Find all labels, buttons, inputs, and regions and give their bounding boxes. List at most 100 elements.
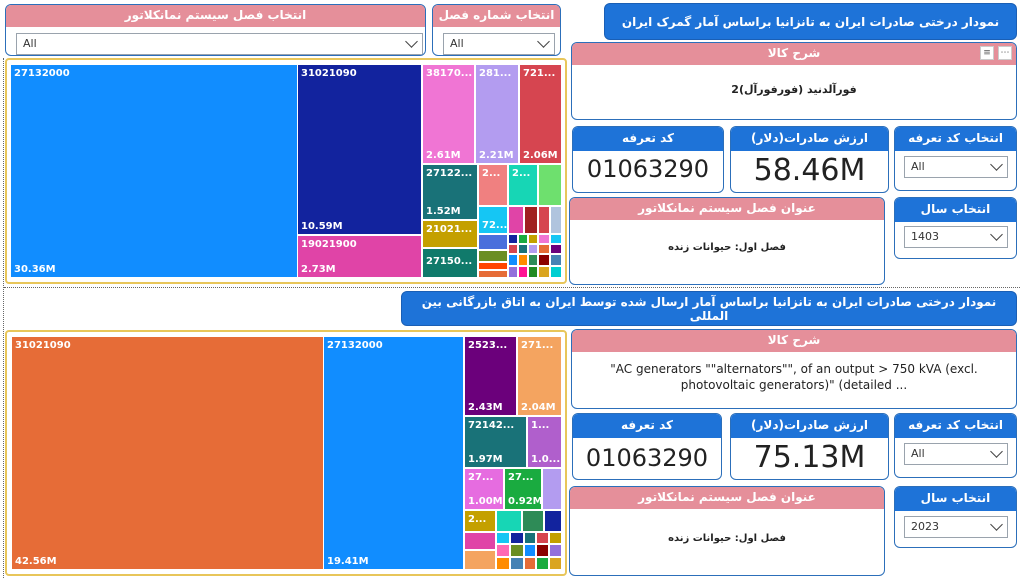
bottom-year-select[interactable]: 2023 <box>904 516 1008 538</box>
treemap-tile[interactable] <box>496 544 510 557</box>
treemap-tile[interactable]: 72142... 1.97M <box>464 416 527 468</box>
treemap-tile[interactable] <box>528 254 538 266</box>
treemap-tile[interactable]: 2... <box>478 164 508 206</box>
chevron-down-icon <box>537 35 550 48</box>
top-title: نمودار درختی صادرات ایران به تانزانیا بر… <box>604 3 1017 40</box>
treemap-tile[interactable] <box>496 510 522 532</box>
treemap-tile[interactable] <box>510 544 524 557</box>
treemap-tile[interactable]: 19021900 2.73M <box>297 235 422 278</box>
treemap-tile[interactable] <box>538 206 550 234</box>
treemap-tile[interactable] <box>538 254 550 266</box>
treemap-tile[interactable] <box>508 244 518 254</box>
treemap-tile[interactable] <box>549 544 562 557</box>
treemap-tile[interactable]: 31021090 10.59M <box>297 64 422 235</box>
treemap-tile[interactable] <box>518 254 528 266</box>
treemap-tile[interactable]: 1... 1.0... <box>527 416 562 468</box>
treemap-tile[interactable] <box>496 532 510 544</box>
treemap-tile[interactable] <box>550 206 562 234</box>
treemap-tile[interactable]: 271... 2.04M <box>517 336 562 416</box>
chapter-number-select-value: All <box>450 37 464 50</box>
treemap-tile[interactable] <box>550 254 562 266</box>
treemap-tile[interactable] <box>550 234 562 244</box>
treemap-tile[interactable]: 27132000 30.36M <box>10 64 300 278</box>
more-options-icon[interactable]: ⋯ <box>998 46 1012 60</box>
treemap-tile[interactable] <box>508 254 518 266</box>
top-select-year-label: انتخاب سال <box>895 198 1016 222</box>
treemap-tile[interactable] <box>478 262 508 270</box>
treemap-tile[interactable] <box>524 544 536 557</box>
treemap-tile[interactable] <box>542 468 562 510</box>
treemap-tile[interactable] <box>538 164 562 206</box>
treemap-tile[interactable] <box>478 250 508 262</box>
bottom-tariff-code-label: کد تعرفه <box>573 414 721 438</box>
treemap-tile[interactable] <box>510 557 524 570</box>
filter-chapter-system-label: انتخاب فصل سیستم نمانکلاتور <box>6 5 425 27</box>
treemap-tile[interactable] <box>549 532 562 544</box>
treemap-tile[interactable] <box>536 532 549 544</box>
filter-icon[interactable]: ≡ <box>980 46 994 60</box>
treemap-tile[interactable]: 27... 0.92M <box>504 468 542 510</box>
treemap-tile[interactable] <box>478 270 508 278</box>
treemap-tile[interactable] <box>464 550 496 570</box>
chapter-number-select[interactable]: All <box>443 33 555 55</box>
treemap-tile[interactable]: 721... 2.06M <box>519 64 562 164</box>
treemap-tile[interactable] <box>536 557 549 570</box>
bottom-select-year: انتخاب سال 2023 <box>894 486 1017 548</box>
treemap-tile[interactable] <box>518 266 528 278</box>
treemap-tile[interactable] <box>496 557 510 570</box>
treemap-tile[interactable]: 38170... 2.61M <box>422 64 475 164</box>
treemap-tile[interactable] <box>508 206 524 234</box>
top-select-year: انتخاب سال 1403 <box>894 197 1017 259</box>
treemap-tile[interactable] <box>518 244 528 254</box>
treemap-tile[interactable]: 31021090 42.56M <box>11 336 325 570</box>
treemap-tile[interactable] <box>544 510 562 532</box>
treemap-tile[interactable] <box>478 234 508 250</box>
top-select-tariff: انتخاب کد تعرفه All <box>894 126 1017 191</box>
treemap-tile[interactable] <box>538 266 550 278</box>
top-tariff-code-value: 01063290 <box>586 155 710 183</box>
bottom-chapter-title-text: فصل اول: حیوانات زنده <box>668 533 786 544</box>
treemap-tile[interactable] <box>549 557 562 570</box>
bottom-select-tariff: انتخاب کد تعرفه All <box>894 413 1017 478</box>
treemap-tile[interactable]: 27132000 19.41M <box>323 336 464 570</box>
chevron-down-icon <box>990 445 1003 458</box>
treemap-tile[interactable] <box>524 532 536 544</box>
treemap-tile[interactable] <box>518 234 528 244</box>
treemap-tile[interactable]: 281... 2.21M <box>475 64 519 164</box>
chapter-system-select[interactable]: All <box>16 33 423 55</box>
top-year-select[interactable]: 1403 <box>904 226 1008 248</box>
treemap-tile[interactable] <box>536 544 549 557</box>
treemap-tile[interactable]: 27122... 1.52M <box>422 164 478 220</box>
bottom-export-value-card: ارزش صادرات(دلار) 75.13M <box>730 413 889 480</box>
treemap-tile[interactable]: 2... <box>508 164 538 206</box>
treemap-tile[interactable]: 27150... <box>422 248 478 278</box>
top-treemap: 27132000 30.36M 31021090 10.59M 19021900… <box>5 58 567 284</box>
top-tariff-select-value: All <box>911 160 925 173</box>
top-tariff-select[interactable]: All <box>904 156 1008 178</box>
treemap-tile[interactable]: 72... <box>478 206 508 234</box>
treemap-tile[interactable] <box>550 266 562 278</box>
treemap-tile[interactable] <box>528 266 538 278</box>
treemap-tile[interactable]: 21021... <box>422 220 478 248</box>
treemap-tile[interactable] <box>508 266 518 278</box>
bottom-select-tariff-label: انتخاب کد تعرفه <box>895 414 1016 438</box>
treemap-tile[interactable] <box>550 244 562 254</box>
treemap-tile[interactable]: 2... <box>464 510 496 532</box>
treemap-tile[interactable]: 27... 1.00M <box>464 468 504 510</box>
treemap-tile[interactable] <box>522 510 544 532</box>
treemap-tile[interactable] <box>528 234 538 244</box>
treemap-tile[interactable] <box>538 234 550 244</box>
bottom-tariff-select[interactable]: All <box>904 443 1008 465</box>
top-tariff-code-card: کد تعرفه 01063290 <box>572 126 724 193</box>
treemap-tile[interactable]: 2523... 2.43M <box>464 336 517 416</box>
treemap-tile[interactable] <box>510 532 524 544</box>
treemap-tile[interactable] <box>538 244 550 254</box>
treemap-tile[interactable] <box>508 234 518 244</box>
bottom-goods-description-label: شرح کالا <box>572 330 1016 352</box>
treemap-tile[interactable] <box>528 244 538 254</box>
bottom-export-value-value: 75.13M <box>753 440 866 475</box>
chevron-down-icon <box>990 158 1003 171</box>
treemap-tile[interactable] <box>524 206 538 234</box>
treemap-tile[interactable] <box>464 532 496 550</box>
treemap-tile[interactable] <box>524 557 536 570</box>
